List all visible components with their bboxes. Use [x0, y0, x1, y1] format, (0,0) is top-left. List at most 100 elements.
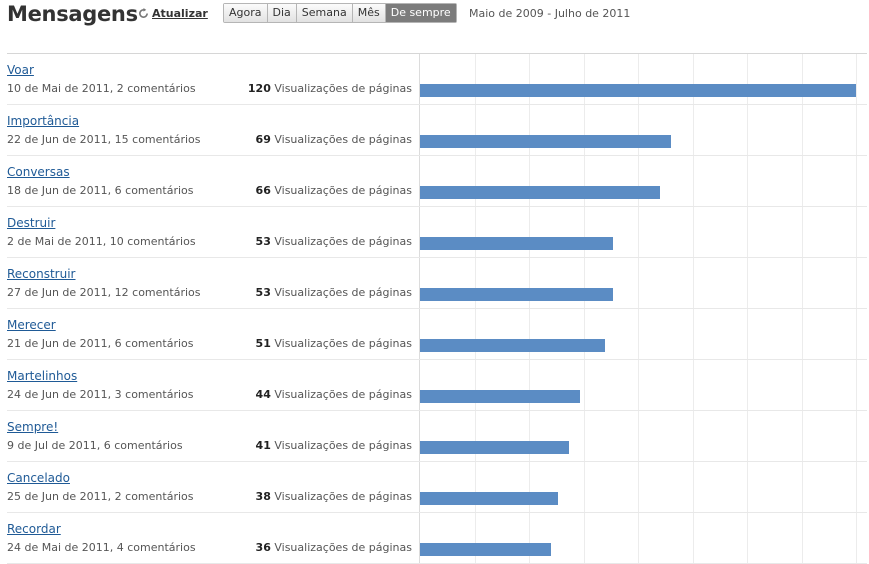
gridline: [475, 309, 476, 359]
gridline: [856, 411, 857, 461]
table-row: Martelinhos 24 de Jun de 2011, 3 comentár…: [7, 360, 867, 411]
refresh-control[interactable]: Atualizar: [138, 7, 208, 20]
view-count-label: Visualizações de páginas: [274, 133, 412, 146]
gridline: [856, 156, 857, 206]
period-week[interactable]: Semana: [296, 4, 353, 22]
view-count-label: Visualizações de páginas: [274, 184, 412, 197]
view-count: 66 Visualizações de páginas: [256, 184, 412, 197]
gridline: [529, 54, 530, 104]
gridline: [856, 462, 857, 512]
gridline: [693, 54, 694, 104]
period-now[interactable]: Agora: [224, 4, 268, 22]
post-title-link[interactable]: Merecer: [7, 318, 56, 332]
post-meta: 25 de Jun de 2011, 2 comentários: [7, 490, 194, 503]
view-count-number: 44: [255, 388, 271, 401]
views-bar: [420, 543, 551, 556]
date-range: Maio de 2009 - Julho de 2011: [469, 7, 631, 20]
gridline: [475, 105, 476, 155]
gridline: [693, 360, 694, 410]
post-title-link[interactable]: Martelinhos: [7, 369, 78, 383]
view-count-label: Visualizações de páginas: [274, 490, 412, 503]
gridline: [802, 513, 803, 563]
gridline: [747, 309, 748, 359]
bar-track: [419, 156, 868, 206]
table-row: Merecer 21 de Jun de 2011, 6 comentários 5…: [7, 309, 867, 360]
view-count: 51 Visualizações de páginas: [256, 337, 412, 350]
table-row: Reconstruir 27 de Jun de 2011, 12 comentá…: [7, 258, 867, 309]
post-meta: 10 de Mai de 2011, 2 comentários: [7, 82, 196, 95]
post-title-link[interactable]: Reconstruir: [7, 267, 76, 281]
gridline: [747, 462, 748, 512]
view-count-number: 120: [247, 82, 271, 95]
gridline: [584, 258, 585, 308]
gridline: [638, 258, 639, 308]
views-bar: [420, 441, 569, 454]
period-month[interactable]: Mês: [352, 4, 386, 22]
gridline: [693, 462, 694, 512]
view-count: 120 Visualizações de páginas: [248, 82, 412, 95]
gridline: [802, 360, 803, 410]
gridline: [693, 411, 694, 461]
gridline: [529, 309, 530, 359]
view-count-label: Visualizações de páginas: [274, 235, 412, 248]
bar-track: [419, 309, 868, 359]
gridline: [747, 513, 748, 563]
gridline: [747, 54, 748, 104]
post-title-link[interactable]: Conversas: [7, 165, 70, 179]
gridline: [584, 462, 585, 512]
gridline: [802, 258, 803, 308]
gridline: [747, 411, 748, 461]
gridline: [584, 513, 585, 563]
post-meta: 22 de Jun de 2011, 15 comentários: [7, 133, 201, 146]
gridline: [693, 513, 694, 563]
refresh-icon[interactable]: [138, 8, 149, 19]
post-meta: 27 de Jun de 2011, 12 comentários: [7, 286, 201, 299]
post-title-link[interactable]: Voar: [7, 63, 34, 77]
gridline: [856, 309, 857, 359]
post-title-link[interactable]: Destruir: [7, 216, 56, 230]
gridline: [638, 54, 639, 104]
gridline: [802, 411, 803, 461]
gridline: [475, 258, 476, 308]
bar-track: [419, 207, 868, 257]
post-title-link[interactable]: Cancelado: [7, 471, 70, 485]
bar-track: [419, 513, 868, 563]
gridline: [584, 309, 585, 359]
view-count-number: 66: [255, 184, 271, 197]
gridline: [584, 411, 585, 461]
gridline: [802, 54, 803, 104]
table-row: Voar 10 de Mai de 2011, 2 comentários 120 …: [7, 54, 867, 105]
gridline: [638, 105, 639, 155]
gridline: [475, 462, 476, 512]
view-count-number: 38: [255, 490, 271, 503]
post-title-link[interactable]: Recordar: [7, 522, 61, 536]
gridline: [529, 207, 530, 257]
view-count: 53 Visualizações de páginas: [256, 235, 412, 248]
post-title-link[interactable]: Importância: [7, 114, 80, 128]
period-day[interactable]: Dia: [267, 4, 297, 22]
gridline: [693, 105, 694, 155]
bar-track: [419, 258, 868, 308]
period-all-time[interactable]: De sempre: [385, 4, 456, 22]
bar-track: [419, 54, 868, 104]
views-bar: [420, 135, 671, 148]
gridline: [529, 156, 530, 206]
gridline: [584, 360, 585, 410]
gridline: [584, 207, 585, 257]
bar-track: [419, 462, 868, 512]
table-row: Sempre! 9 de Jul de 2011, 6 comentários 41…: [7, 411, 867, 462]
post-title-link[interactable]: Sempre!: [7, 420, 59, 434]
table-row: Recordar 24 de Mai de 2011, 4 comentários…: [7, 513, 867, 564]
gridline: [856, 207, 857, 257]
views-bar: [420, 492, 558, 505]
view-count-number: 69: [255, 133, 271, 146]
refresh-link[interactable]: Atualizar: [152, 7, 208, 20]
view-count-number: 53: [255, 235, 271, 248]
gridline: [856, 105, 857, 155]
bar-track: [419, 411, 868, 461]
views-bar: [420, 237, 613, 250]
view-count-number: 51: [255, 337, 271, 350]
bar-track: [419, 105, 868, 155]
gridline: [638, 309, 639, 359]
gridline: [693, 309, 694, 359]
